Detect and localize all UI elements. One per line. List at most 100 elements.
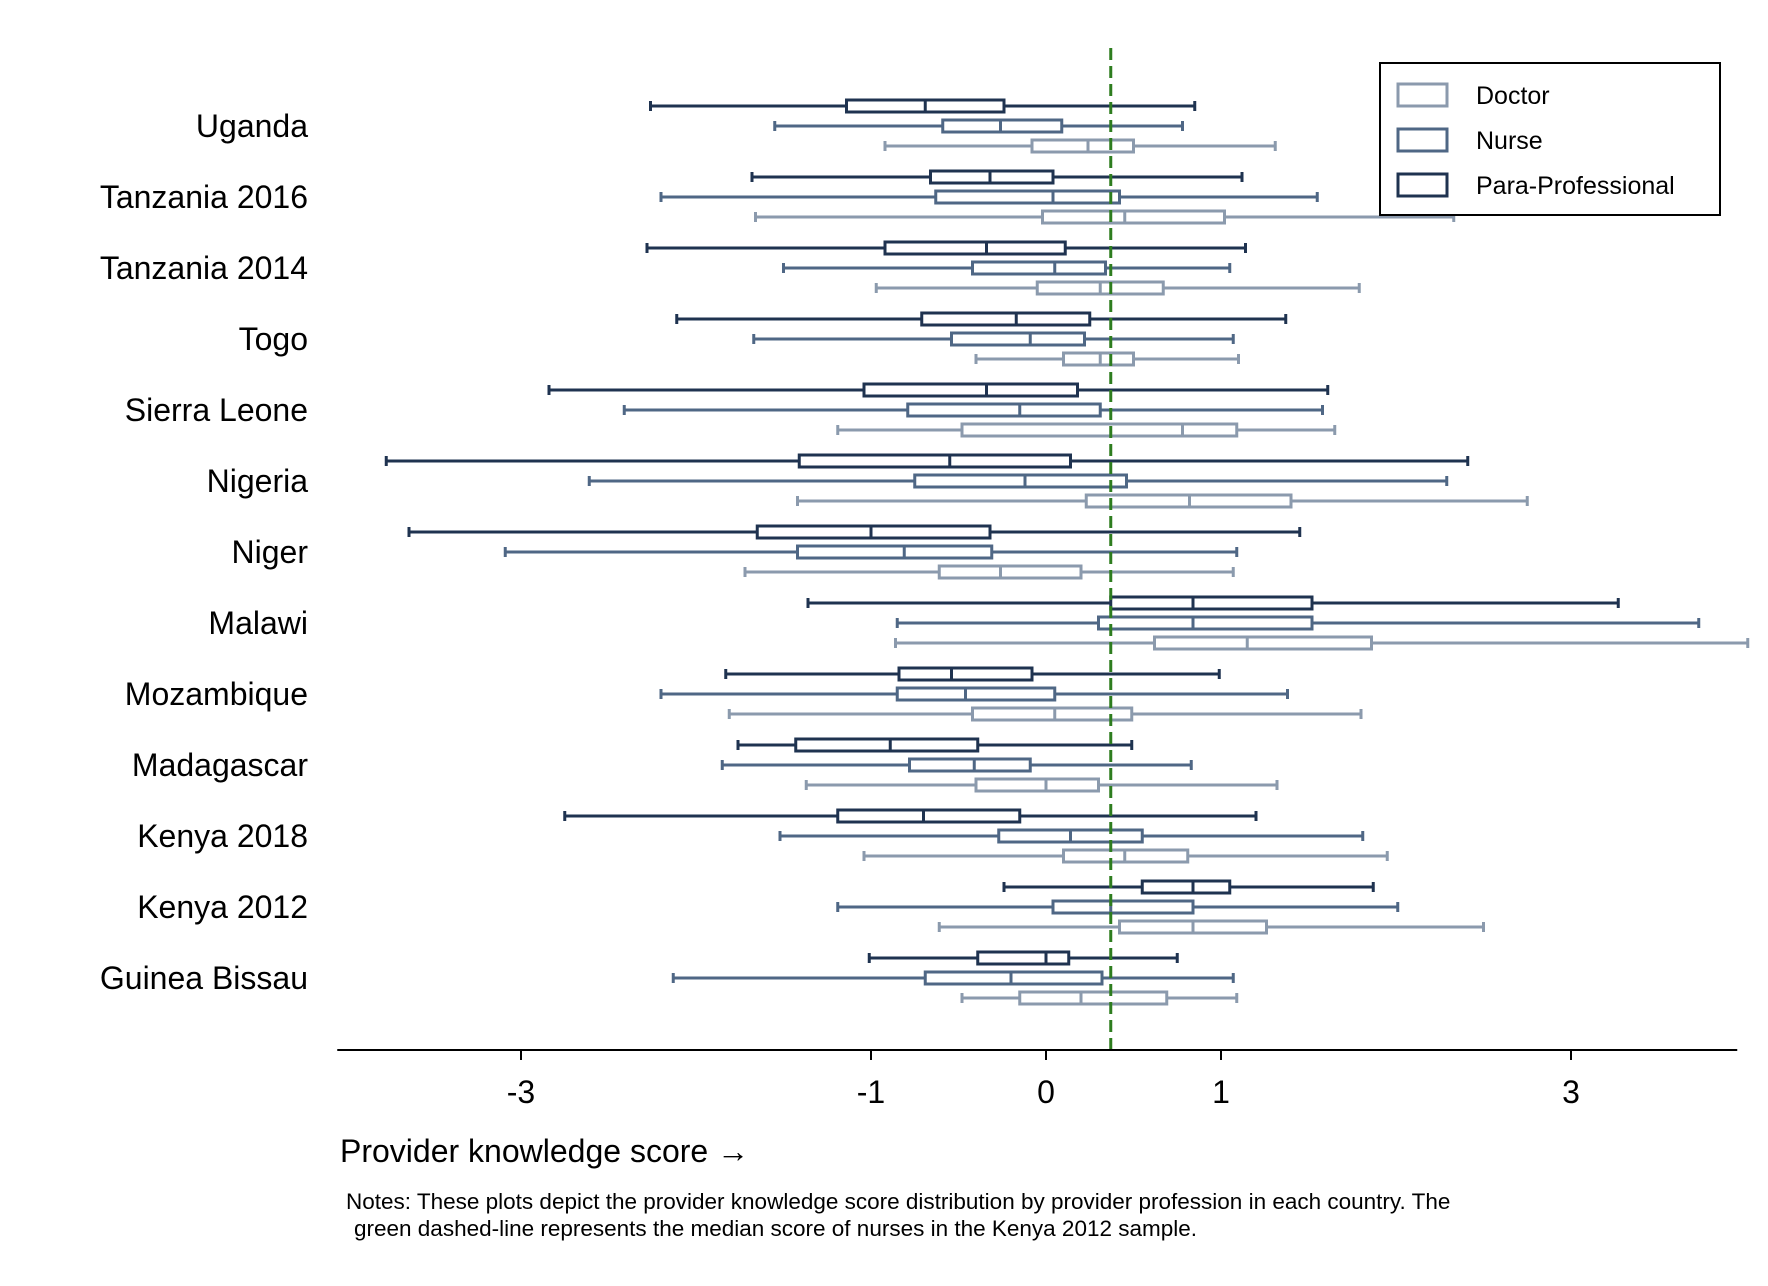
legend-swatch-doctor [1396, 82, 1449, 108]
legend-label-para-professional: Para-Professional [1476, 172, 1675, 200]
iqr-box [755, 524, 992, 540]
iqr-box [1140, 879, 1232, 895]
box-guinea-bissau-doctor [960, 990, 1239, 1006]
iqr-box [1109, 595, 1314, 611]
category-label-guinea-bissau: Guinea Bissau [100, 960, 308, 996]
category-label-niger: Niger [232, 534, 309, 570]
box-guinea-bissau-nurse [671, 970, 1235, 986]
iqr-box [1051, 899, 1195, 915]
box-uganda-para-professional [649, 98, 1197, 114]
iqr-box [950, 331, 1086, 347]
legend-swatch-nurse [1396, 127, 1449, 153]
category-label-madagascar: Madagascar [132, 747, 308, 783]
box-niger-para-professional [407, 524, 1302, 540]
iqr-box [920, 311, 1092, 327]
box-togo-doctor [974, 351, 1240, 367]
legend-swatch-para-professional [1396, 172, 1449, 198]
x-tick-label: 3 [1562, 1074, 1580, 1110]
iqr-box [797, 453, 1072, 469]
iqr-box [895, 686, 1057, 702]
iqr-box [913, 473, 1128, 489]
box-kenya-2012-para-professional [1002, 879, 1375, 895]
iqr-box [1062, 351, 1135, 367]
box-tanzania-2016-doctor [754, 209, 1456, 225]
category-label-nigeria: Nigeria [207, 463, 309, 499]
iqr-box [937, 564, 1083, 580]
box-tanzania-2016-para-professional [750, 169, 1244, 185]
box-madagascar-doctor [804, 777, 1279, 793]
box-togo-nurse [752, 331, 1235, 347]
chart-notes: Notes: These plots depict the provider k… [346, 1188, 1746, 1242]
box-mozambique-doctor [727, 706, 1363, 722]
box-malawi-para-professional [806, 595, 1620, 611]
box-uganda-nurse [773, 118, 1184, 134]
iqr-box [908, 757, 1032, 773]
iqr-box [897, 666, 1034, 682]
x-tick-label: 1 [1212, 1074, 1230, 1110]
box-nigeria-doctor [796, 493, 1529, 509]
x-tick-label: -1 [857, 1074, 885, 1110]
x-tick-label: -3 [507, 1074, 535, 1110]
iqr-box [906, 402, 1102, 418]
iqr-box [971, 706, 1134, 722]
x-axis-label: Provider knowledge score → [340, 1133, 750, 1169]
box-malawi-doctor [894, 635, 1750, 651]
box-niger-nurse [503, 544, 1239, 560]
notes-line-1: Notes: These plots depict the provider k… [346, 1189, 1451, 1214]
iqr-box [976, 950, 1071, 966]
box-kenya-2012-doctor [937, 919, 1485, 935]
box-guinea-bissau-para-professional [867, 950, 1179, 966]
box-malawi-nurse [895, 615, 1701, 631]
box-mozambique-nurse [659, 686, 1289, 702]
iqr-box [862, 382, 1079, 398]
category-label-tanzania-2014: Tanzania 2014 [100, 250, 308, 286]
box-uganda-doctor [883, 138, 1277, 154]
x-axis: -3 -1 0 1 3 [337, 1049, 1738, 1110]
box-mozambique-para-professional [724, 666, 1221, 682]
category-label-togo: Togo [239, 321, 308, 357]
iqr-box [934, 189, 1121, 205]
iqr-box [883, 240, 1067, 256]
box-nigeria-nurse [587, 473, 1449, 489]
legend-frame [1379, 62, 1721, 216]
box-sierra-leone-para-professional [547, 382, 1330, 398]
category-label-tanzania-2016: Tanzania 2016 [100, 179, 308, 215]
box-kenya-2018-para-professional [563, 808, 1258, 824]
category-label-kenya-2018: Kenya 2018 [137, 818, 308, 854]
box-kenya-2018-nurse [778, 828, 1365, 844]
iqr-box [1153, 635, 1373, 651]
legend: Doctor Nurse Para-Professional [1379, 62, 1721, 216]
category-label-uganda: Uganda [196, 108, 308, 144]
iqr-box [971, 260, 1107, 276]
iqr-box [794, 737, 980, 753]
iqr-box [929, 169, 1055, 185]
iqr-box [941, 118, 1064, 134]
legend-label-doctor: Doctor [1476, 82, 1550, 110]
box-madagascar-para-professional [736, 737, 1134, 753]
box-tanzania-2016-nurse [659, 189, 1319, 205]
box-kenya-2018-doctor [862, 848, 1389, 864]
iqr-box [1041, 209, 1226, 225]
category-labels: Uganda Tanzania 2016 Tanzania 2014 Togo Sier… [100, 108, 309, 996]
category-label-malawi: Malawi [208, 605, 308, 641]
box-plots [384, 98, 1750, 1006]
iqr-box [1018, 990, 1169, 1006]
box-tanzania-2014-para-professional [645, 240, 1247, 256]
iqr-box [960, 422, 1239, 438]
category-label-sierra-leone: Sierra Leone [125, 392, 308, 428]
iqr-box [796, 544, 994, 560]
notes-line-2: green dashed-line represents the median … [354, 1216, 1198, 1241]
box-madagascar-nurse [720, 757, 1193, 773]
category-label-mozambique: Mozambique [125, 676, 308, 712]
iqr-box [1097, 615, 1314, 631]
box-kenya-2012-nurse [836, 899, 1400, 915]
box-tanzania-2014-doctor [874, 280, 1361, 296]
box-togo-para-professional [675, 311, 1288, 327]
iqr-box [836, 808, 1022, 824]
box-niger-doctor [743, 564, 1235, 580]
iqr-box [1030, 138, 1135, 154]
box-tanzania-2014-nurse [782, 260, 1232, 276]
box-sierra-leone-doctor [836, 422, 1337, 438]
box-nigeria-para-professional [384, 453, 1470, 469]
